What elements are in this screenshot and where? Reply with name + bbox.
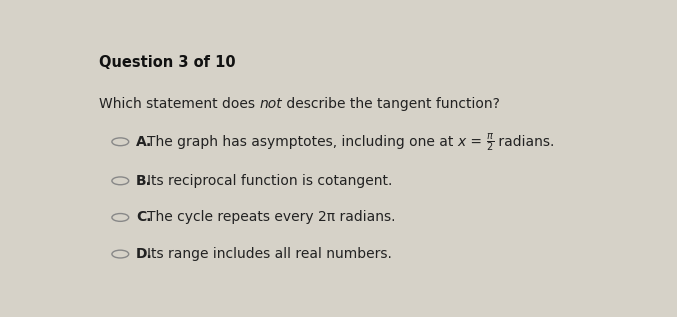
Text: B.: B. (136, 174, 152, 188)
Text: not: not (260, 97, 282, 111)
Text: radians.: radians. (494, 135, 554, 149)
Text: describe the tangent function?: describe the tangent function? (282, 97, 500, 111)
Text: D.: D. (136, 247, 153, 261)
Text: $\frac{\pi}{2}$: $\frac{\pi}{2}$ (486, 131, 494, 153)
Text: Its reciprocal function is cotangent.: Its reciprocal function is cotangent. (146, 174, 392, 188)
Text: Which statement does: Which statement does (100, 97, 260, 111)
Text: The cycle repeats every 2π radians.: The cycle repeats every 2π radians. (146, 210, 395, 224)
Text: x: x (457, 135, 466, 149)
Text: A.: A. (136, 135, 152, 149)
Text: The graph has asymptotes, including one at: The graph has asymptotes, including one … (146, 135, 457, 149)
Text: Question 3 of 10: Question 3 of 10 (100, 55, 236, 70)
Text: =: = (466, 135, 486, 149)
Text: Its range includes all real numbers.: Its range includes all real numbers. (146, 247, 391, 261)
Text: C.: C. (136, 210, 152, 224)
